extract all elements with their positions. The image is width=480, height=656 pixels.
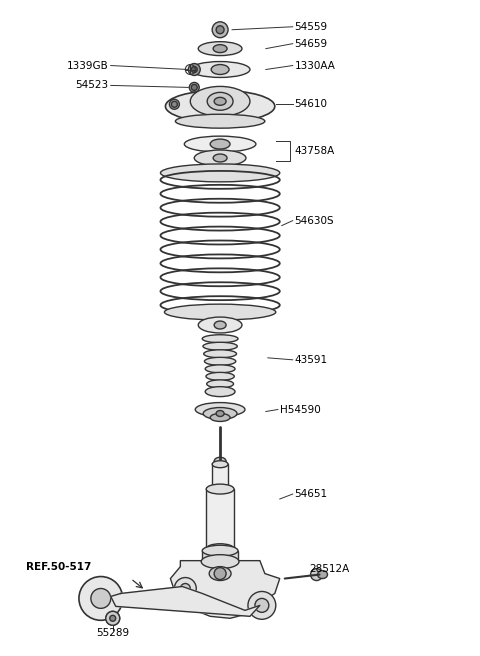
Text: 54610: 54610 [295,99,328,110]
Circle shape [106,611,120,625]
Circle shape [79,577,123,621]
Ellipse shape [205,365,235,373]
Ellipse shape [214,457,226,465]
Text: 43591: 43591 [295,355,328,365]
Circle shape [109,614,117,623]
Bar [212,464,228,489]
Circle shape [91,588,111,608]
Text: REF.50-517: REF.50-517 [26,562,92,571]
Ellipse shape [198,317,242,333]
Ellipse shape [194,150,246,166]
Ellipse shape [204,350,237,358]
Ellipse shape [212,461,228,468]
Ellipse shape [203,407,237,419]
Ellipse shape [203,342,237,350]
Circle shape [192,85,197,91]
Ellipse shape [204,565,236,577]
Circle shape [188,64,200,75]
Circle shape [180,584,190,594]
Text: 55289: 55289 [96,628,129,638]
Ellipse shape [210,139,230,149]
Ellipse shape [206,484,234,494]
Ellipse shape [211,64,229,75]
Text: 54630S: 54630S [295,216,334,226]
Ellipse shape [207,380,234,388]
Ellipse shape [204,358,236,365]
Ellipse shape [165,304,276,320]
Text: 54651: 54651 [295,489,328,499]
Circle shape [311,569,323,581]
Ellipse shape [318,571,327,579]
Bar [204,562,236,579]
Text: 1339GB: 1339GB [67,60,109,71]
Text: 28512A: 28512A [310,564,350,573]
Ellipse shape [184,136,256,152]
Circle shape [189,83,199,92]
Circle shape [110,615,116,621]
Text: 54559: 54559 [295,22,328,31]
Circle shape [216,26,224,33]
Circle shape [192,66,197,72]
Text: 1330AA: 1330AA [295,60,336,71]
Ellipse shape [166,91,275,122]
Circle shape [212,22,228,37]
Bar [202,550,238,563]
Ellipse shape [160,164,280,182]
Circle shape [255,598,269,612]
Circle shape [106,611,120,625]
Ellipse shape [202,335,238,342]
Ellipse shape [205,386,235,397]
Ellipse shape [195,403,245,417]
Ellipse shape [212,485,228,493]
Circle shape [171,101,178,108]
Text: 54523: 54523 [76,81,109,91]
Text: 54659: 54659 [295,39,328,49]
Polygon shape [170,561,280,619]
Circle shape [248,592,276,619]
Ellipse shape [214,321,226,329]
Ellipse shape [190,87,250,116]
Polygon shape [111,586,260,617]
Ellipse shape [190,62,250,77]
Ellipse shape [207,92,233,110]
Ellipse shape [214,97,226,106]
Circle shape [169,99,180,110]
Ellipse shape [198,42,242,56]
Ellipse shape [216,411,224,417]
Ellipse shape [206,544,234,554]
Bar [206,489,234,548]
Ellipse shape [202,556,238,567]
Ellipse shape [202,545,238,556]
Circle shape [174,577,196,600]
Ellipse shape [210,413,230,421]
Ellipse shape [206,373,234,380]
Ellipse shape [201,555,239,569]
Text: 43758A: 43758A [295,146,335,156]
Ellipse shape [209,567,231,581]
Circle shape [214,567,226,579]
Ellipse shape [213,154,227,162]
Ellipse shape [213,45,227,52]
Ellipse shape [175,114,265,128]
Text: H54590: H54590 [280,405,321,415]
